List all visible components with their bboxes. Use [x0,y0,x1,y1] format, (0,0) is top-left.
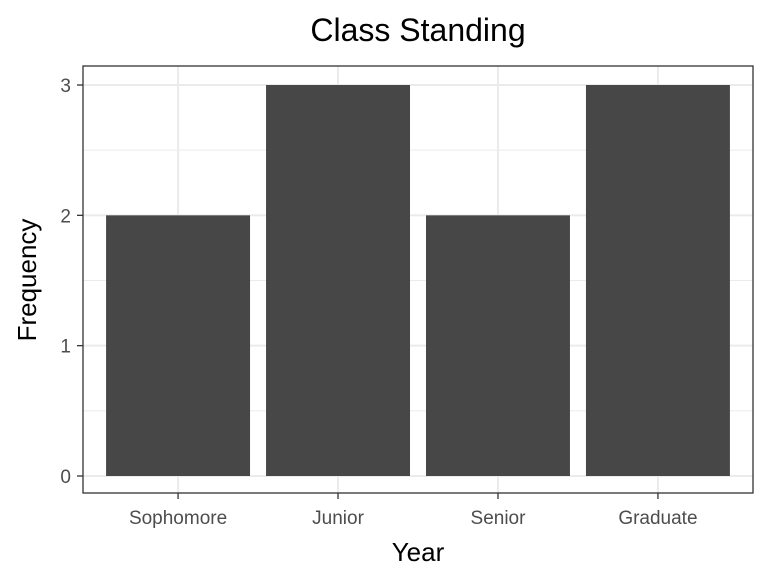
panel-border [82,65,754,494]
chart-title: Class Standing [310,12,525,48]
bar-graduate [585,85,730,476]
x-axis-title: Year [392,537,445,567]
bar-sophomore [106,215,251,477]
x-tick-label: Junior [312,508,364,529]
x-axis-ticks: Sophomore Junior Senior Graduate [129,493,698,529]
x-tick-label: Sophomore [129,508,227,529]
y-axis-title: Frequency [12,219,42,342]
y-axis-ticks: 0 1 2 3 [60,76,83,488]
y-tick-label: 1 [60,337,71,358]
bar-junior [266,85,411,476]
y-tick-label: 3 [60,76,71,97]
y-tick-label: 0 [60,467,71,488]
y-tick-label: 2 [60,206,71,227]
x-tick-label: Senior [471,508,527,529]
bar-senior [425,215,570,477]
x-tick-label: Graduate [618,508,697,529]
bars [106,85,730,477]
